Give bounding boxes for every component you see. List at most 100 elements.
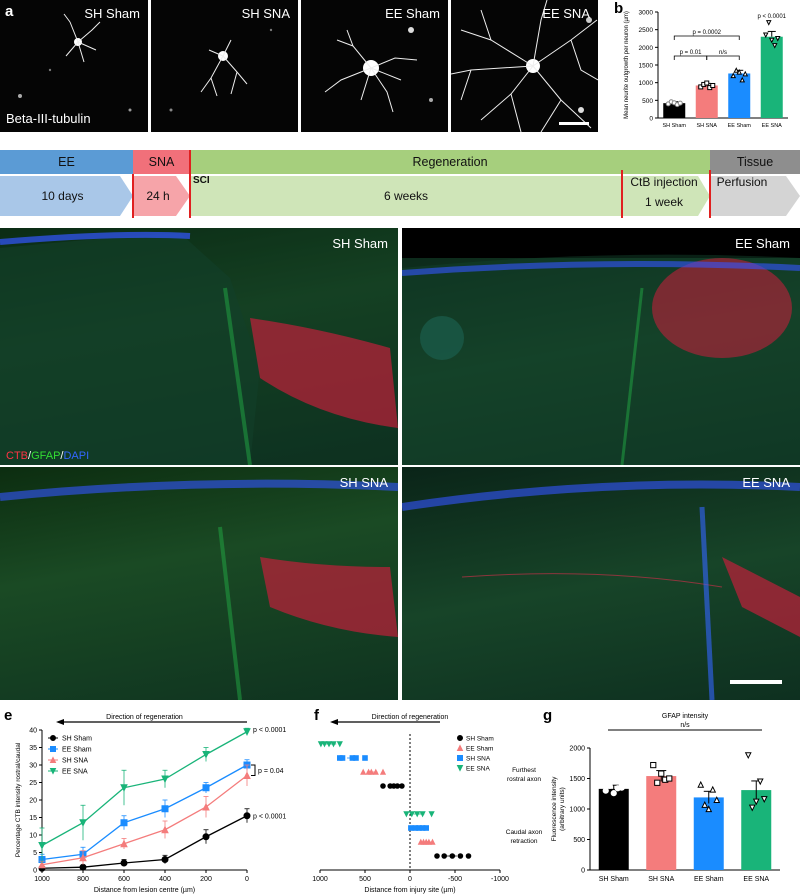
arrow-label: Direction of regeneration	[106, 714, 183, 721]
data-point	[704, 80, 710, 86]
data-point	[202, 784, 210, 792]
y-tick-label: 20	[29, 798, 37, 805]
data-point	[161, 775, 169, 784]
data-point	[362, 755, 368, 761]
legend-label: SH SNA	[466, 756, 491, 763]
y-tick-label: 40	[29, 728, 37, 735]
legend-marker	[457, 735, 463, 741]
data-point	[38, 842, 46, 850]
data-point	[380, 783, 386, 789]
data-point	[733, 67, 740, 73]
y-tick-label: 500	[642, 98, 653, 105]
data-point	[762, 32, 769, 39]
tissue-sh-sham: SH Sham CTB/GFAP/DAPI	[0, 228, 398, 465]
data-point	[748, 804, 756, 812]
panel-letter-f: f	[314, 707, 319, 724]
timeline-sci-label: SCI	[193, 174, 210, 186]
side-label-top: rostral axon	[507, 776, 541, 783]
legend-marker	[50, 746, 56, 752]
timeline-sna-duration: 24 h	[146, 189, 170, 203]
data-point	[697, 780, 705, 788]
y-tick-label: 1000	[639, 80, 654, 87]
legend-label: EE Sham	[466, 746, 493, 753]
significance-label: p = 0.01	[680, 50, 703, 56]
y-tick-label: 15	[29, 815, 37, 822]
micrograph-sh-sham: SH Sham Beta-III-tubulin	[0, 0, 148, 132]
micrograph-label: SH SNA	[241, 6, 290, 21]
data-point	[602, 787, 609, 794]
series-line	[41, 815, 248, 869]
category-label: EE SNA	[743, 876, 769, 883]
stain-label: Beta-III-tubulin	[6, 111, 91, 126]
data-point	[606, 782, 613, 789]
data-point	[709, 785, 717, 793]
stain-gfap: GFAP	[31, 450, 61, 462]
bar	[646, 776, 677, 870]
experiment-timeline: EE SNA Regeneration Tissue 10 days 24 h …	[0, 150, 800, 220]
y-tick-label: 5	[33, 850, 37, 857]
neuron-image	[324, 27, 433, 113]
timeline-label-tissue: Tissue	[736, 155, 774, 169]
data-point	[243, 728, 251, 736]
series-line	[41, 774, 248, 866]
neuron-image	[451, 0, 598, 132]
data-point	[701, 801, 709, 808]
stain-dapi: DAPI	[63, 450, 90, 462]
side-label-bottom: retraction	[510, 838, 537, 845]
data-point	[120, 819, 128, 827]
data-point	[243, 771, 251, 779]
data-point	[202, 833, 210, 841]
category-label: SH SNA	[697, 123, 718, 129]
category-label: SH Sham	[599, 876, 629, 883]
data-point	[423, 825, 430, 831]
gfap-intensity-chart: 0 500 1000 1500 2000 Fluorescence intensity (a…	[551, 713, 780, 883]
legend-marker	[457, 755, 463, 761]
x-axis-label: Distance from injury site (µm)	[364, 887, 455, 894]
x-tick-label: -1000	[491, 876, 509, 883]
y-tick-label: 1000	[569, 807, 585, 814]
data-point	[441, 853, 447, 859]
data-point	[202, 802, 210, 811]
data-point	[736, 68, 743, 75]
legend-marker	[456, 765, 464, 772]
significance-bracket	[673, 55, 708, 60]
micrograph-ee-sham: EE Sham	[301, 0, 448, 132]
side-label-top: Furthest	[512, 767, 536, 774]
side-label-bottom: Caudal axon	[506, 829, 543, 836]
data-point	[752, 798, 760, 806]
data-point	[120, 784, 128, 792]
x-tick-label: 600	[118, 876, 130, 883]
significance-label: n/s	[719, 50, 727, 56]
data-point	[428, 811, 435, 818]
data-point	[756, 778, 764, 786]
y-tick-label: 2000	[569, 746, 585, 753]
bar	[695, 85, 718, 118]
data-point	[666, 775, 673, 782]
legend-marker	[50, 735, 56, 741]
legend-marker	[49, 756, 57, 763]
tissue-label: EE Sham	[735, 236, 790, 251]
timeline-header-ee	[0, 150, 133, 174]
y-axis-label: Fluorescence intensity	[551, 776, 558, 841]
legend-marker	[456, 744, 464, 751]
data-point	[399, 783, 405, 789]
neuron-image	[169, 28, 273, 112]
data-point	[774, 36, 781, 42]
timeline-label-sna: SNA	[148, 155, 175, 169]
x-tick-label: 0	[408, 876, 412, 883]
bar	[663, 103, 686, 118]
legend-label: EE SNA	[466, 766, 491, 773]
timeline-arrow-sna	[133, 176, 190, 216]
y-tick-label: 1500	[639, 63, 654, 70]
data-point	[654, 779, 661, 786]
data-point	[742, 70, 749, 77]
data-point	[403, 811, 410, 818]
stain-sep: /	[28, 450, 32, 462]
data-point	[765, 20, 772, 26]
bar	[728, 73, 751, 118]
x-tick-label: 1000	[34, 876, 50, 883]
timeline-header-sna	[133, 150, 190, 174]
legend-marker	[49, 768, 57, 775]
data-point	[768, 37, 775, 44]
ctb-intensity-chart: 0 5 10 15 20 25 30 35 40 1000 800 600 400 200 0 Distanc…	[15, 714, 286, 894]
